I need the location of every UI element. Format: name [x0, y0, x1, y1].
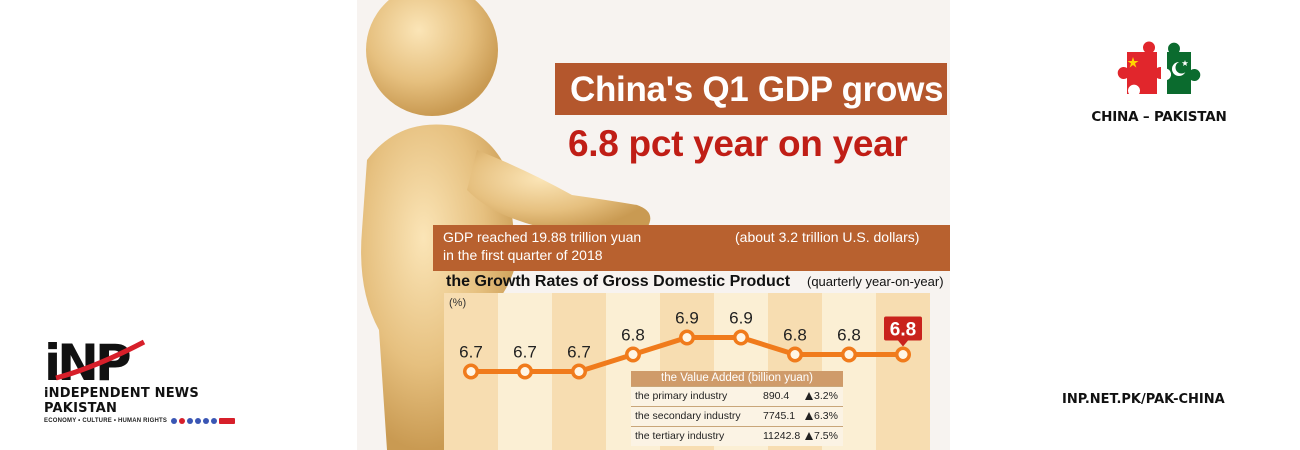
- china-pakistan-logo[interactable]: CHINA – PAKISTAN: [1078, 36, 1240, 125]
- table-row: the tertiary industry 11242.8 7.5%: [631, 426, 843, 446]
- data-label: 6.9: [675, 309, 699, 328]
- industry-value: 11242.8: [763, 430, 801, 442]
- figure-illustration: [361, 0, 651, 450]
- data-label: 6.7: [459, 343, 483, 362]
- headline-secondary: 6.8 pct year on year: [568, 123, 908, 164]
- data-point-center: [628, 350, 638, 359]
- value-table-title: the Value Added (billion yuan): [631, 371, 843, 386]
- telegram-icon[interactable]: [203, 418, 210, 424]
- industry-name: the tertiary industry: [635, 430, 725, 442]
- up-triangle-icon: [805, 392, 813, 400]
- industry-name: the secondary industry: [635, 410, 741, 422]
- puzzle-flags-icon: [1117, 41, 1201, 94]
- figure-body: [361, 124, 517, 450]
- industry-growth: 6.3%: [814, 410, 838, 422]
- inp-brand-name: iNDEPENDENT NEWS PAKISTAN: [44, 386, 199, 416]
- highlight-label-pointer: [898, 340, 908, 347]
- data-label: 6.7: [567, 343, 591, 362]
- twitter-icon[interactable]: [187, 418, 194, 424]
- data-label: 6.7: [513, 343, 537, 362]
- industry-growth: 3.2%: [814, 390, 838, 402]
- data-point-center: [844, 350, 854, 359]
- facebook-icon[interactable]: [171, 418, 178, 424]
- data-label: 6.9: [729, 309, 753, 328]
- up-triangle-icon: [805, 432, 813, 440]
- data-point-center: [466, 367, 476, 376]
- gdp-infographic: China's Q1 GDP grows 6.8 pct year on yea…: [357, 0, 950, 450]
- pak-china-link[interactable]: INP.NET.PK/PAK-CHINA: [1062, 392, 1225, 407]
- headline-banner: [555, 63, 947, 115]
- instagram-icon[interactable]: [179, 418, 186, 424]
- data-point-center: [790, 350, 800, 359]
- youtube-icon[interactable]: [219, 418, 236, 424]
- industry-value: 7745.1: [763, 410, 796, 422]
- data-point-center: [520, 367, 530, 376]
- up-triangle-icon: [805, 412, 813, 420]
- figure-arm: [467, 150, 651, 233]
- linkedin-icon[interactable]: [195, 418, 202, 424]
- social-icons: [171, 418, 236, 424]
- china-pakistan-label: CHINA – PAKISTAN: [1091, 109, 1227, 125]
- inp-logo[interactable]: iNP iNDEPENDENT NEWS PAKISTAN ECONOMY • …: [44, 334, 244, 424]
- chart-unit-label: (%): [449, 297, 467, 309]
- industry-value: 890.4: [763, 390, 790, 402]
- inp-tagline: ECONOMY • CULTURE • HUMAN RIGHTS: [44, 418, 168, 424]
- industry-name: the primary industry: [635, 390, 728, 402]
- data-label: 6.8: [621, 326, 645, 345]
- gdp-period-line: in the first quarter of 2018: [443, 247, 603, 263]
- data-point-center: [574, 367, 584, 376]
- table-row: the secondary industry 7745.1 6.3%: [631, 406, 843, 426]
- gdp-usd-line: (about 3.2 trillion U.S. dollars): [735, 229, 920, 245]
- data-label: 6.8: [783, 326, 807, 345]
- growth-rate-chart: 6.7 6.7 6.7 6.8 6.9 6.9 6.8 6.8 6.8: [444, 293, 930, 450]
- data-point-center: [736, 333, 746, 342]
- inp-logo-icon: iNP: [44, 334, 146, 384]
- data-point-center: [898, 350, 908, 359]
- inp-logo-mark: iNP: [44, 334, 244, 384]
- gdp-summary-bar: GDP reached 19.88 trillion yuan in the f…: [433, 225, 950, 271]
- chart-title: the Growth Rates of Gross Domestic Produ…: [446, 273, 791, 290]
- data-label: 6.8: [837, 326, 861, 345]
- gdp-total-line: GDP reached 19.88 trillion yuan: [443, 229, 642, 245]
- headline-primary: China's Q1 GDP grows: [570, 70, 944, 109]
- chart-subtitle: (quarterly year-on-year): [807, 274, 944, 289]
- highlight-label-box: [884, 316, 922, 341]
- inp-subline: ECONOMY • CULTURE • HUMAN RIGHTS: [44, 418, 244, 424]
- table-row: the primary industry 890.4 3.2%: [631, 386, 843, 406]
- tiktok-icon[interactable]: [211, 418, 218, 424]
- industry-growth: 7.5%: [814, 430, 838, 442]
- figure-head: [366, 0, 498, 116]
- data-point-center: [682, 333, 692, 342]
- value-added-table: the Value Added (billion yuan) the prima…: [631, 371, 843, 446]
- data-label: 6.8: [890, 320, 916, 341]
